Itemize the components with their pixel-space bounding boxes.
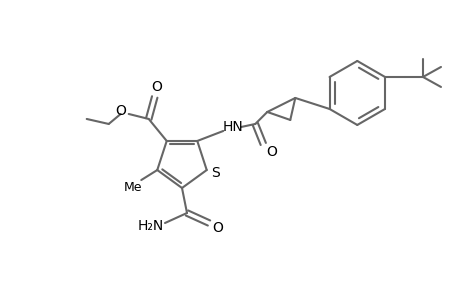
- Text: S: S: [211, 166, 219, 180]
- Text: Me: Me: [124, 181, 142, 194]
- Text: O: O: [151, 80, 162, 94]
- Text: O: O: [212, 221, 223, 235]
- Text: O: O: [115, 104, 126, 118]
- Text: O: O: [265, 145, 276, 159]
- Text: H₂N: H₂N: [138, 219, 164, 233]
- Text: HN: HN: [223, 120, 243, 134]
